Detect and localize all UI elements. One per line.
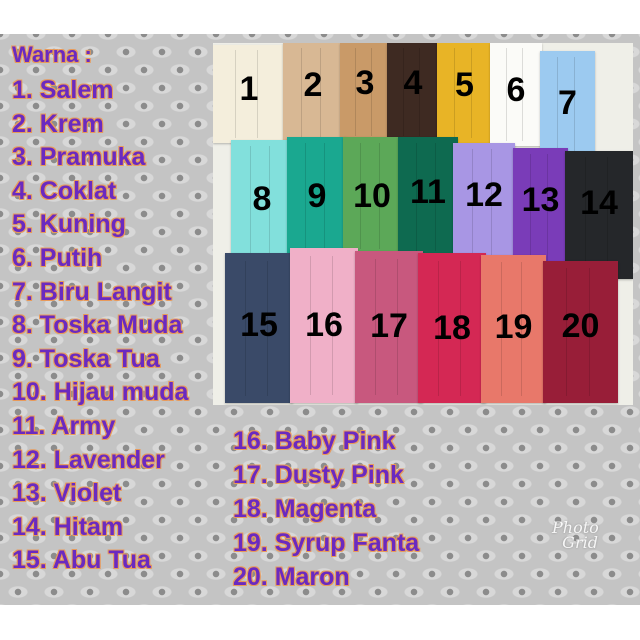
color-item: 5. Kuning: [12, 210, 126, 239]
mask-number: 14: [580, 184, 618, 222]
mask-1: 1: [213, 45, 285, 143]
mask-9: 9: [287, 137, 347, 257]
color-item: 9. Toska Tua: [12, 344, 160, 373]
mask-15: 15: [225, 253, 293, 403]
mask-11: 11: [398, 137, 458, 257]
mask-number: 4: [403, 64, 423, 102]
color-item: 8. Toska Muda: [12, 311, 183, 340]
mask-number: 13: [521, 181, 560, 219]
mask-number: 12: [465, 176, 503, 214]
mask-7: 7: [540, 51, 595, 163]
color-item: 16. Baby Pink: [233, 427, 396, 455]
color-item: 4. Coklat: [12, 176, 117, 205]
product-photo: 1 2 3 4 5 6 7 8 9 10 11 12 13 14 15 16 17 18 19 20: [213, 43, 633, 405]
mask-number: 10: [353, 177, 391, 215]
mask-8: 8: [231, 140, 293, 260]
color-list-heading: Warna :: [12, 42, 92, 67]
color-item: 15. Abu Tua: [12, 546, 151, 575]
mask-number: 5: [455, 66, 474, 104]
color-item: 11. Army: [12, 412, 116, 440]
color-item: 2. Krem: [12, 109, 104, 138]
mask-number: 19: [494, 308, 533, 346]
mask-5: 5: [437, 43, 492, 143]
mask-13: 13: [513, 148, 568, 273]
mask-number: 8: [252, 180, 272, 218]
color-item: 20. Maron: [233, 563, 350, 591]
mask-2: 2: [283, 43, 343, 143]
color-item: 13. Violet: [12, 479, 122, 508]
mask-number: 7: [558, 84, 577, 122]
mask-17: 17: [355, 251, 423, 403]
mask-number: 16: [305, 306, 343, 344]
mask-number: 1: [239, 70, 259, 108]
mask-10: 10: [343, 137, 401, 255]
mask-number: 9: [307, 177, 327, 215]
mask-20: 20: [543, 261, 618, 403]
mask-16: 16: [290, 248, 358, 403]
color-item: 7. Biru Langit: [12, 277, 172, 306]
mask-number: 3: [355, 64, 375, 102]
photo-grid-watermark: Photo Grid: [552, 518, 599, 552]
mask-6: 6: [490, 43, 542, 146]
mask-number: 6: [506, 71, 526, 109]
color-item: 10. Hijau muda: [12, 378, 189, 407]
color-item: 17. Dusty Pink: [233, 461, 404, 489]
mask-3: 3: [340, 43, 390, 141]
mask-number: 15: [240, 306, 278, 344]
mask-number: 18: [433, 309, 471, 347]
mask-18: 18: [418, 253, 486, 403]
color-item: 1. Salem: [12, 76, 114, 104]
mask-14: 14: [565, 151, 633, 279]
mask-12: 12: [453, 143, 515, 265]
mask-number: 20: [561, 307, 600, 345]
mask-19: 19: [481, 255, 546, 403]
color-item: 18. Magenta: [233, 495, 377, 523]
mask-number: 17: [370, 307, 408, 345]
mask-number: 11: [410, 173, 446, 211]
mask-number: 2: [303, 66, 323, 104]
color-item: 6. Putih: [12, 244, 103, 272]
mask-4: 4: [387, 43, 439, 141]
color-item: 19. Syrup Fanta: [233, 529, 420, 557]
color-item: 12. Lavender: [12, 445, 165, 474]
color-item: 3. Pramuka: [12, 143, 146, 172]
color-item: 14. Hitam: [12, 512, 124, 541]
